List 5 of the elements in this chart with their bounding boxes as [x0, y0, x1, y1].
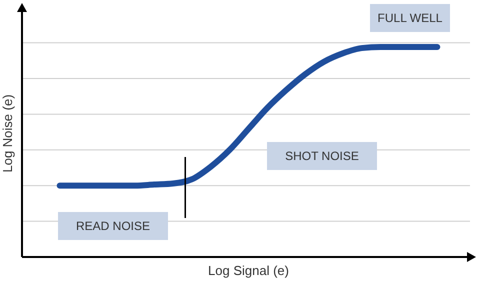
x-axis-title: Log Signal (e)	[208, 263, 289, 278]
y-axis-title: Log Noise (e)	[0, 94, 15, 173]
annotation: SHOT NOISE	[285, 149, 359, 163]
text: FULL WELL	[378, 11, 443, 25]
annotation: READ NOISE	[76, 219, 150, 233]
